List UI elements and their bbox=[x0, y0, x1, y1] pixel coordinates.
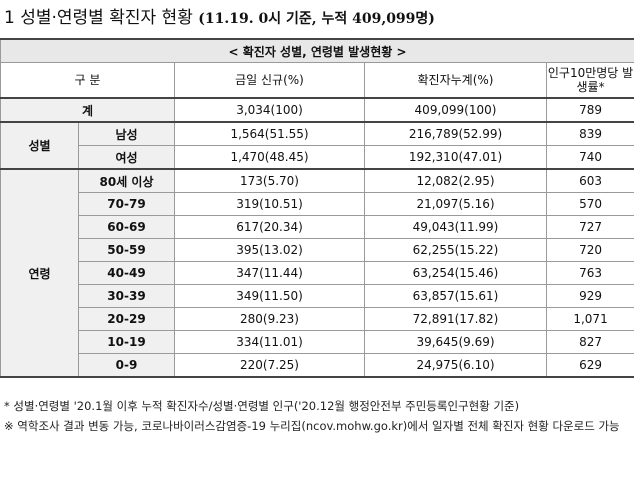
table-row: 여성 1,470(48.45) 192,310(47.01) 740 bbox=[1, 145, 634, 170]
confirmed-cases-table: < 확진자 성별, 연령별 발생현황 > 구 분 금일 신규(%) 확진자누계(… bbox=[0, 38, 634, 378]
cell-new: 173(5.70) bbox=[174, 168, 365, 193]
cell-cumulative: 63,857(15.61) bbox=[364, 284, 547, 308]
table-row: 70-79 319(10.51) 21,097(5.16) 570 bbox=[1, 192, 634, 216]
cell-new: 334(11.01) bbox=[174, 330, 365, 354]
cell-cumulative: 21,097(5.16) bbox=[364, 192, 547, 216]
table-row: 성별 남성 1,564(51.55) 216,789(52.99) 839 bbox=[0, 121, 634, 170]
cell-rate: 570 bbox=[545, 192, 634, 216]
cell-cumulative: 72,891(17.82) bbox=[364, 307, 547, 331]
cell-new: 319(10.51) bbox=[174, 192, 365, 216]
cell-rate: 827 bbox=[545, 330, 634, 354]
row-label: 80세 이상 bbox=[78, 168, 175, 193]
cell-rate: 720 bbox=[545, 238, 634, 262]
cell-new: 220(7.25) bbox=[174, 353, 365, 378]
header-rate: 인구10만명당 발생률* bbox=[545, 62, 634, 99]
cell-cumulative: 24,975(6.10) bbox=[364, 353, 547, 378]
cell-new: 349(11.50) bbox=[174, 284, 365, 308]
table-row: 연령 80세 이상 173(5.70) 12,082(2.95) 603 bbox=[0, 168, 634, 378]
cell-cumulative: 49,043(11.99) bbox=[364, 215, 547, 239]
cell-cumulative: 62,255(15.22) bbox=[364, 238, 547, 262]
cell-new: 3,034(100) bbox=[174, 97, 365, 123]
cell-new: 280(9.23) bbox=[174, 307, 365, 331]
age-group-label: 연령 bbox=[0, 168, 79, 378]
table-row: 10-19 334(11.01) 39,645(9.69) 827 bbox=[1, 330, 634, 354]
table-row: 40-49 347(11.44) 63,254(15.46) 763 bbox=[1, 261, 634, 285]
row-label: 0-9 bbox=[78, 353, 175, 378]
cell-cumulative: 192,310(47.01) bbox=[364, 145, 547, 170]
table-row: 60-69 617(20.34) 49,043(11.99) 727 bbox=[1, 215, 634, 239]
cell-rate: 629 bbox=[545, 353, 634, 378]
cell-cumulative: 409,099(100) bbox=[364, 97, 547, 123]
row-label: 계 bbox=[0, 97, 175, 123]
row-label: 50-59 bbox=[78, 238, 175, 262]
cell-rate: 763 bbox=[545, 261, 634, 285]
cell-rate: 789 bbox=[545, 97, 634, 123]
table-header-row: 구 분 금일 신규(%) 확진자누계(%) 인구10만명당 발생률* bbox=[0, 62, 634, 99]
cell-rate: 740 bbox=[545, 145, 634, 170]
table-row: 20-29 280(9.23) 72,891(17.82) 1,071 bbox=[1, 307, 634, 331]
heading-title: 1 성별·연령별 확진자 현황 bbox=[4, 8, 193, 28]
row-label: 남성 bbox=[78, 121, 175, 146]
header-cumulative: 확진자누계(%) bbox=[364, 62, 547, 99]
table-row: 30-39 349(11.50) 63,857(15.61) 929 bbox=[1, 284, 634, 308]
row-label: 여성 bbox=[78, 145, 175, 170]
cell-new: 347(11.44) bbox=[174, 261, 365, 285]
cell-new: 617(20.34) bbox=[174, 215, 365, 239]
row-label: 10-19 bbox=[78, 330, 175, 354]
footnote-2: ※ 역학조사 결과 변동 가능, 코로나바이러스감염증-19 누리집(ncov.… bbox=[4, 419, 620, 433]
cell-cumulative: 216,789(52.99) bbox=[364, 121, 547, 146]
row-label: 40-49 bbox=[78, 261, 175, 285]
row-label: 60-69 bbox=[78, 215, 175, 239]
cell-new: 395(13.02) bbox=[174, 238, 365, 262]
table-row-total: 계 3,034(100) 409,099(100) 789 bbox=[0, 97, 634, 123]
table-row: 50-59 395(13.02) 62,255(15.22) 720 bbox=[1, 238, 634, 262]
cell-new: 1,470(48.45) bbox=[174, 145, 365, 170]
footnotes: * 성별·연령별 '20.1월 이후 누적 확진자수/성별·연령별 인구('20… bbox=[4, 396, 630, 436]
table-caption-row: < 확진자 성별, 연령별 발생현황 > bbox=[0, 38, 634, 63]
table-row: 0-9 220(7.25) 24,975(6.10) 629 bbox=[1, 353, 634, 378]
table-caption: < 확진자 성별, 연령별 발생현황 > bbox=[0, 38, 634, 63]
footnote-1: * 성별·연령별 '20.1월 이후 누적 확진자수/성별·연령별 인구('20… bbox=[4, 399, 520, 413]
cell-cumulative: 12,082(2.95) bbox=[364, 168, 547, 193]
sex-group-label: 성별 bbox=[0, 121, 79, 170]
row-label: 20-29 bbox=[78, 307, 175, 331]
cell-new: 1,564(51.55) bbox=[174, 121, 365, 146]
page-heading: 1 성별·연령별 확진자 현황 (11.19. 0시 기준, 누적 409,09… bbox=[4, 6, 435, 30]
cell-cumulative: 39,645(9.69) bbox=[364, 330, 547, 354]
header-category: 구 분 bbox=[0, 62, 175, 99]
cell-rate: 603 bbox=[545, 168, 634, 193]
cell-rate: 839 bbox=[545, 121, 634, 146]
header-new: 금일 신규(%) bbox=[174, 62, 365, 99]
row-label: 30-39 bbox=[78, 284, 175, 308]
heading-detail: (11.19. 0시 기준, 누적 409,099명) bbox=[198, 11, 435, 27]
row-label: 70-79 bbox=[78, 192, 175, 216]
cell-rate: 1,071 bbox=[545, 307, 634, 331]
cell-rate: 929 bbox=[545, 284, 634, 308]
cell-rate: 727 bbox=[545, 215, 634, 239]
cell-cumulative: 63,254(15.46) bbox=[364, 261, 547, 285]
